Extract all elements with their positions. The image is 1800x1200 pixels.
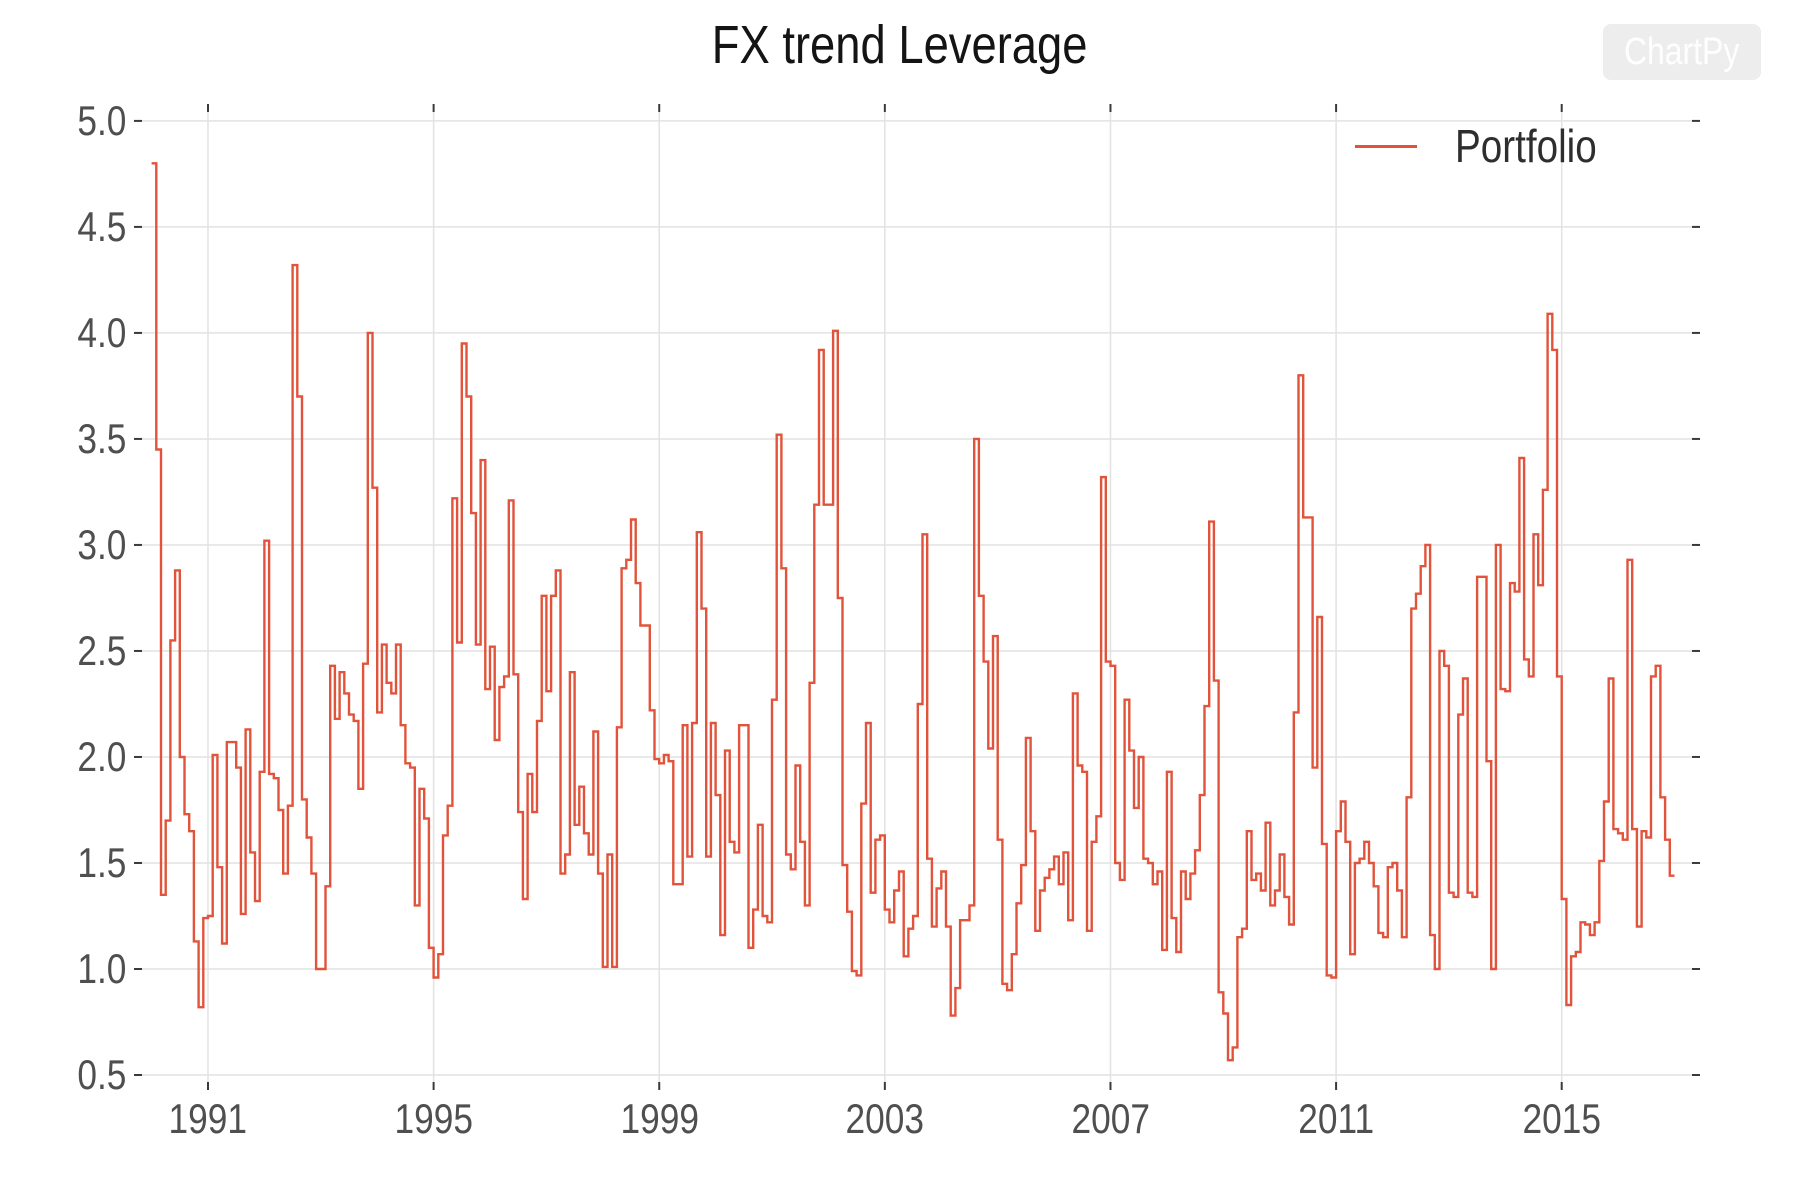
y-tick-label: 2.5: [76, 626, 126, 674]
watermark-text: ChartPy: [1624, 30, 1740, 73]
y-tick-label: 4.5: [76, 202, 126, 250]
y-tick-label: 4.0: [76, 308, 126, 356]
legend-series-label: Portfolio: [1455, 120, 1597, 172]
y-tick-label: 2.0: [76, 732, 126, 780]
x-tick-label: 1999: [619, 1095, 699, 1142]
legend-line-swatch: [1355, 144, 1417, 148]
x-tick-label: 2003: [845, 1095, 925, 1142]
watermark-badge: ChartPy: [1603, 24, 1761, 80]
x-tick-label: 2015: [1522, 1095, 1601, 1142]
legend: Portfolio: [1340, 118, 1760, 174]
x-tick-label: 1995: [394, 1095, 473, 1142]
y-tick-label: 3.5: [76, 414, 126, 462]
chart-title-text: FX trend Leverage: [712, 15, 1088, 75]
y-tick-label: 3.0: [76, 520, 126, 568]
chart-title: FX trend Leverage: [0, 14, 1800, 76]
y-tick-label: 1.5: [76, 838, 126, 886]
x-tick-label: 1991: [168, 1095, 248, 1142]
x-tick-label: 2011: [1298, 1095, 1375, 1142]
x-tick-label: 2007: [1071, 1095, 1150, 1142]
portfolio-step-line: [151, 162, 1675, 1062]
y-tick-label: 1.0: [76, 944, 126, 992]
y-tick-label: 5.0: [76, 96, 126, 144]
y-tick-label: 0.5: [76, 1051, 126, 1098]
